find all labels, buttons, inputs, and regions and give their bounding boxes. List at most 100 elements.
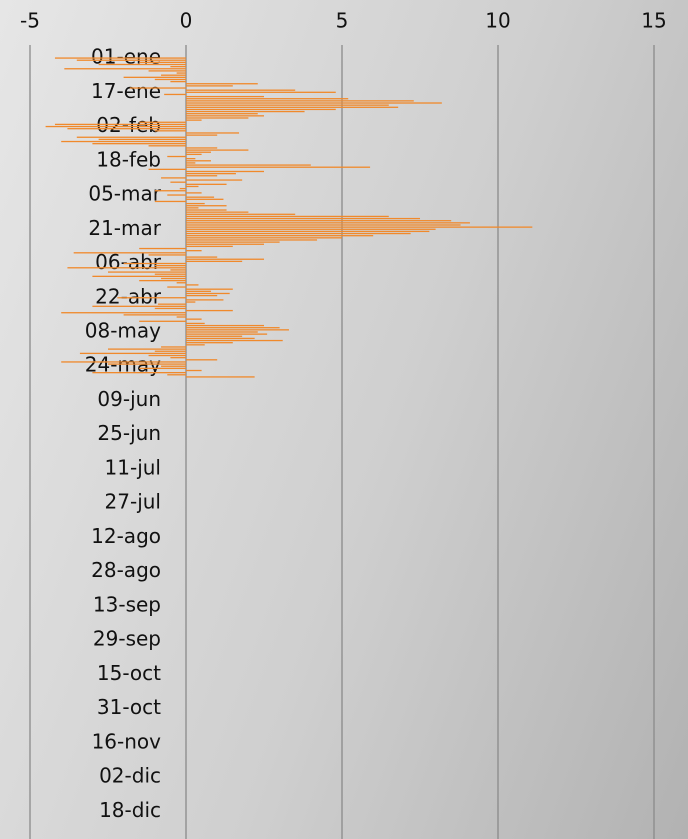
- bar: [186, 232, 411, 235]
- bar: [186, 104, 389, 106]
- bar: [186, 342, 233, 344]
- bar: [186, 230, 430, 233]
- bar: [186, 207, 199, 209]
- bar: [176, 282, 186, 284]
- bar: [161, 177, 186, 179]
- y-tick-label: 22-abr: [95, 284, 162, 308]
- bar: [154, 78, 186, 81]
- bar: [148, 354, 186, 357]
- bar: [108, 271, 186, 273]
- bar: [167, 194, 186, 196]
- bar: [186, 100, 414, 102]
- bar: [186, 98, 349, 100]
- bar: [186, 239, 318, 241]
- x-tick-label: 5: [336, 9, 349, 33]
- bar: [61, 312, 187, 314]
- bar: [179, 187, 186, 190]
- bar: [170, 80, 186, 83]
- bar: [164, 93, 186, 96]
- x-tick-label: -5: [20, 9, 40, 33]
- bar: [139, 279, 186, 282]
- bar: [186, 209, 227, 211]
- bar: [186, 376, 255, 378]
- bar: [186, 179, 243, 181]
- bar: [161, 277, 186, 280]
- bar: [186, 164, 311, 166]
- bar: [61, 361, 187, 363]
- bar: [161, 365, 186, 367]
- bar: [76, 59, 186, 61]
- y-tick-label: 18-feb: [96, 147, 161, 171]
- y-tick-label: 11-jul: [105, 455, 161, 479]
- bar: [186, 250, 202, 252]
- bar: [186, 369, 202, 372]
- bar: [186, 288, 233, 290]
- y-tick-label: 09-jun: [97, 387, 161, 411]
- bar: [108, 363, 186, 365]
- bar: [186, 147, 218, 149]
- y-tick-label: 08-may: [85, 318, 161, 342]
- bar: [186, 245, 233, 248]
- bar: [148, 145, 186, 147]
- bar: [154, 200, 186, 203]
- bar: [170, 181, 186, 183]
- bar: [186, 172, 236, 175]
- y-tick-label: 06-abr: [95, 250, 162, 274]
- y-tick-label: 31-oct: [97, 695, 161, 719]
- bar: [92, 305, 186, 307]
- bar: [76, 136, 186, 138]
- bar: [186, 335, 243, 337]
- bar: [186, 260, 243, 263]
- bar: [170, 65, 186, 68]
- bar: [117, 297, 186, 299]
- bar: [186, 333, 268, 335]
- bar: [123, 314, 186, 316]
- bar: [154, 190, 186, 192]
- y-tick-label: 27-jul: [105, 490, 161, 514]
- bar: [186, 83, 258, 85]
- y-tick-label: 17-ene: [91, 79, 161, 103]
- y-tick-label: 13-sep: [93, 592, 161, 616]
- bar: [186, 85, 233, 87]
- bar: [186, 318, 202, 320]
- bar: [139, 367, 186, 370]
- y-tick-label: 29-sep: [93, 627, 161, 651]
- bar: [123, 76, 186, 78]
- bar: [186, 108, 336, 111]
- bar: [123, 262, 186, 265]
- bar: [54, 57, 187, 59]
- bar: [186, 241, 280, 243]
- bar: [186, 134, 218, 136]
- bar: [186, 153, 202, 156]
- y-tick-label: 16-nov: [92, 729, 162, 753]
- bar: [186, 175, 218, 177]
- bar: [186, 301, 196, 303]
- bar: [139, 247, 186, 250]
- bar: [139, 320, 186, 322]
- bar: [64, 68, 186, 70]
- bar: [154, 265, 186, 267]
- bar: [186, 339, 283, 342]
- bar: [186, 237, 342, 239]
- bar: [186, 226, 533, 228]
- bar: [148, 254, 186, 256]
- bar: [139, 61, 186, 63]
- bar: [186, 324, 264, 327]
- bar: [186, 106, 399, 108]
- bar: [186, 132, 240, 134]
- bar: [186, 162, 196, 164]
- bar: [186, 113, 258, 115]
- y-tick-label: 21-mar: [88, 216, 161, 240]
- bar: [186, 224, 461, 226]
- bar: [186, 222, 470, 224]
- bar: [67, 128, 186, 130]
- bar: [186, 256, 218, 258]
- x-tick-label: 15: [641, 9, 666, 33]
- bar: [186, 309, 233, 312]
- bar: [186, 183, 227, 185]
- y-tick-label: 05-mar: [88, 182, 161, 206]
- bar: [186, 196, 215, 198]
- bar: [186, 115, 264, 117]
- bar: [186, 149, 249, 151]
